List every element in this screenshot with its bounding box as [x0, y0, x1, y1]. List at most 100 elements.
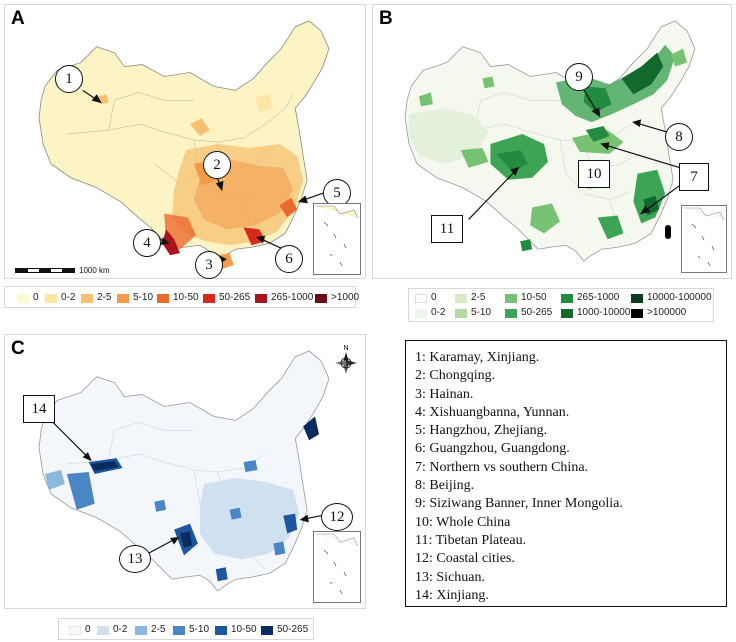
- legend-label: 5-10: [471, 307, 492, 318]
- key-line-11: 11: Tibetan Plateau.: [415, 532, 527, 548]
- legend-b: 0 0-2 2-5 5-10 10-50 50-265 265-1000 100…: [408, 288, 714, 322]
- legend-b-item: >100000: [631, 308, 686, 318]
- legend-label: 2-5: [471, 292, 486, 303]
- legend-b-item: 2-5: [455, 293, 485, 303]
- legend-swatch: [315, 293, 327, 303]
- legend-a-item: 265-1000: [255, 293, 313, 303]
- callout-9: 9: [565, 63, 593, 91]
- callout-6: 6: [275, 245, 303, 273]
- legend-c-item: 5-10: [173, 625, 209, 635]
- callout-lines-c: [48, 417, 322, 554]
- legend-b-item: 50-265: [505, 308, 552, 318]
- key-line-9: 9: Siziwang Banner, Inner Mongolia.: [415, 496, 623, 512]
- legend-swatch: [203, 293, 215, 303]
- legend-swatch: [415, 293, 427, 303]
- callout-10: 10: [578, 160, 610, 188]
- legend-swatch: [135, 625, 147, 635]
- legend-label: 50-265: [521, 307, 553, 318]
- legend-swatch: [261, 625, 273, 635]
- legend-swatch: [255, 293, 267, 303]
- legend-c-item: 0: [69, 625, 91, 635]
- legend-label: 10000-100000: [647, 292, 712, 303]
- legend-b-item: 265-1000: [561, 293, 619, 303]
- legend-b-item: 10-50: [505, 293, 547, 303]
- legend-label: 5-10: [189, 624, 210, 635]
- legend-swatch: [173, 625, 185, 635]
- callout-3: 3: [195, 251, 223, 279]
- legend-swatch: [631, 308, 643, 318]
- legend-label: 265-1000: [577, 292, 620, 303]
- callout-lines-b: [468, 86, 688, 220]
- legend-label: 10-50: [173, 292, 199, 303]
- legend-a-item: 5-10: [117, 293, 153, 303]
- legend-label: 2-5: [151, 624, 166, 635]
- callout-1: 1: [55, 65, 83, 93]
- key-line-2: 2: Chongqing.: [415, 368, 496, 384]
- legend-a-item: 0: [17, 293, 39, 303]
- legend-a-item: 10-50: [157, 293, 199, 303]
- legend-label: 10-50: [521, 292, 547, 303]
- map-c: [38, 350, 330, 592]
- key-line-7: 7: Northern vs southern China.: [415, 459, 589, 475]
- legend-b-item: 10000-100000: [631, 293, 712, 303]
- key-line-10: 10: Whole China: [415, 514, 511, 530]
- callout-14: 14: [23, 395, 55, 423]
- legend-label: 5-10: [133, 292, 154, 303]
- legend-c-item: 0-2: [97, 625, 127, 635]
- legend-label: 265-1000: [271, 292, 314, 303]
- key-line-1: 1: Karamay, Xinjiang.: [415, 350, 540, 365]
- legend-label: 0-2: [113, 624, 128, 635]
- legend-swatch: [561, 308, 573, 318]
- inset-map-b: [684, 207, 725, 267]
- legend-swatch: [45, 293, 57, 303]
- legend-swatch: [215, 625, 227, 635]
- panel-letter-c: C: [11, 338, 25, 359]
- legend-label: 2-5: [97, 292, 112, 303]
- legend-a-item: >1000: [315, 293, 359, 303]
- density-regions-c: [45, 416, 320, 582]
- callout-11: 11: [431, 215, 463, 243]
- key-line-5: 5: Hangzhou, Zhejiang.: [415, 423, 548, 439]
- legend-label: 0: [33, 292, 39, 303]
- callout-7: 7: [679, 163, 709, 191]
- legend-label: 0: [85, 624, 91, 635]
- legend-b-item: 1000-10000: [561, 308, 630, 318]
- legend-swatch: [505, 308, 517, 318]
- legend-swatch: [505, 293, 517, 303]
- south-china-sea-inset-b: [681, 205, 727, 273]
- compass-north-label: N: [343, 345, 348, 352]
- location-key: 1: Karamay, Xinjiang. 2: Chongqing. 3: H…: [405, 340, 727, 607]
- key-line-14: 14: Xinjiang.: [415, 587, 489, 603]
- legend-label: >1000: [331, 292, 360, 303]
- legend-b-item: 0: [415, 293, 437, 303]
- callout-12: 12: [321, 503, 353, 531]
- legend-c-item: 10-50: [215, 625, 257, 635]
- legend-swatch: [157, 293, 169, 303]
- scale-bar: [15, 268, 75, 273]
- key-line-13: 13: Sichuan.: [415, 569, 485, 585]
- map-a: [38, 20, 334, 270]
- panel-letter-b: B: [379, 8, 393, 29]
- compass-icon: N: [335, 345, 357, 374]
- legend-b-item: 0-2: [415, 308, 445, 318]
- callout-8: 8: [665, 123, 693, 151]
- legend-a: 0 0-2 2-5 5-10 10-50 50-265 265-1000 >10…: [4, 286, 359, 308]
- map-panel-b: B: [372, 4, 732, 279]
- legend-a-item: 50-265: [203, 293, 250, 303]
- key-line-3: 3: Hainan.: [415, 386, 474, 402]
- legend-c-item: 2-5: [135, 625, 165, 635]
- legend-label: 50-265: [219, 292, 251, 303]
- map-panel-c: C N: [4, 334, 366, 609]
- key-line-8: 8: Beijing.: [415, 478, 475, 494]
- legend-label: 50-265: [277, 624, 309, 635]
- callout-4: 4: [133, 229, 161, 257]
- panel-letter-a: A: [11, 8, 25, 29]
- callout-5: 5: [323, 179, 351, 207]
- legend-label: 1000-10000: [577, 307, 631, 318]
- legend-swatch: [69, 625, 81, 635]
- legend-label: >100000: [647, 307, 687, 318]
- callout-13: 13: [119, 545, 151, 573]
- legend-swatch: [455, 308, 467, 318]
- south-china-sea-inset-a: [313, 203, 361, 275]
- key-line-6: 6: Guangzhou, Guangdong.: [415, 441, 570, 457]
